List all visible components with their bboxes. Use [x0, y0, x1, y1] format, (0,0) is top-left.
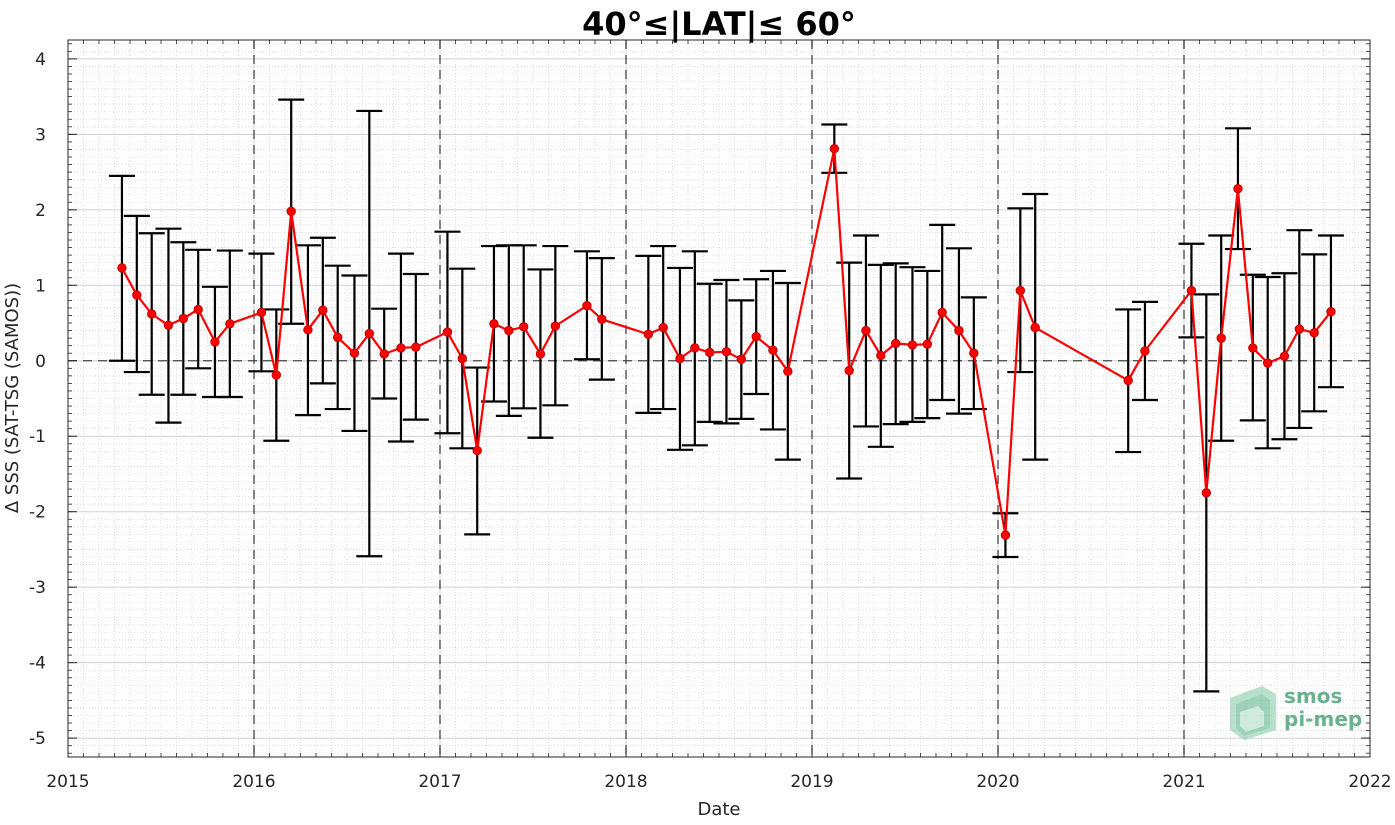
data-point: [379, 349, 389, 359]
y-tick-label: 3: [35, 125, 46, 145]
data-point: [1294, 324, 1305, 334]
data-point: [675, 353, 685, 364]
x-tick-label: 2021: [1162, 772, 1205, 792]
data-point: [969, 348, 979, 358]
data-point: [193, 304, 203, 315]
data-point: [147, 309, 157, 319]
data-point: [117, 263, 127, 273]
data-point: [907, 340, 918, 350]
series-line-group: [120, 147, 1332, 537]
y-tick-label: -3: [29, 578, 46, 598]
x-tick-label: 2022: [1348, 772, 1391, 792]
x-tick-label: 2019: [790, 772, 833, 792]
data-point: [163, 320, 174, 330]
data-point: [705, 347, 715, 358]
data-point: [582, 300, 592, 311]
data-point: [829, 143, 840, 154]
data-point: [457, 353, 468, 364]
data-point: [1233, 183, 1243, 194]
data-point: [550, 321, 561, 331]
data-point: [349, 348, 360, 358]
y-tick-label: 2: [35, 201, 46, 221]
x-tick-label: 2018: [604, 772, 647, 792]
data-point: [861, 325, 871, 336]
data-point: [396, 343, 406, 353]
x-tick-label: 2020: [976, 772, 1019, 792]
data-point: [844, 365, 854, 376]
data-point: [721, 347, 732, 357]
data-point: [1201, 488, 1212, 498]
data-point: [736, 354, 747, 364]
data-point: [225, 319, 235, 329]
data-point: [519, 322, 529, 332]
logo-emblem-icon: [1230, 686, 1276, 740]
axis-ticks: [67, 40, 1371, 757]
data-point: [1123, 375, 1133, 386]
data-point: [783, 366, 793, 377]
data-point: [1263, 358, 1273, 368]
data-point: [891, 338, 901, 349]
data-point: [271, 370, 282, 380]
data-point: [132, 290, 142, 300]
logo-line2: pi-mep: [1284, 707, 1362, 731]
data-point: [1309, 328, 1319, 338]
data-point: [658, 322, 668, 333]
data-point: [922, 339, 933, 349]
data-point: [1000, 530, 1011, 540]
chart-title: 40°≤|LAT|≤ 60°: [582, 5, 856, 44]
data-point: [1326, 307, 1336, 317]
data-point: [643, 329, 654, 340]
y-tick-label: 0: [35, 352, 46, 372]
smos-pi-mep-logo: smos pi-mep: [1230, 684, 1362, 740]
data-point: [178, 313, 189, 324]
y-tick-label: -5: [29, 729, 46, 749]
x-axis-label: Date: [697, 799, 740, 820]
data-point: [597, 314, 607, 324]
data-point: [364, 328, 375, 339]
x-tick-label: 2016: [232, 772, 275, 792]
data-point: [1015, 285, 1026, 296]
data-point: [256, 307, 267, 318]
data-point: [210, 337, 220, 347]
data-point: [1030, 322, 1040, 333]
x-tick-label: 2017: [418, 772, 461, 792]
data-point: [954, 325, 964, 336]
plot-frame: [67, 39, 1371, 758]
x-tick-labels: 2015 2016 2017 2018 2019 2020 2021 2022: [46, 772, 1391, 792]
data-point: [876, 350, 886, 361]
y-tick-labels: 4 3 2 1 0 -1 -2 -3 -4 -5: [29, 50, 46, 749]
data-point: [333, 332, 343, 343]
y-tick-label: 1: [35, 276, 46, 296]
data-point: [303, 325, 313, 335]
data-point: [690, 343, 700, 353]
data-point: [751, 331, 761, 342]
y-tick-label: -1: [29, 427, 46, 447]
data-point: [937, 307, 947, 318]
y-tick-label: 4: [35, 50, 46, 70]
data-markers: [117, 143, 1336, 540]
data-point: [489, 319, 499, 329]
data-point: [472, 445, 482, 456]
data-point: [442, 327, 453, 337]
logo-line1: smos: [1284, 684, 1342, 708]
data-point: [1279, 351, 1290, 361]
data-point: [1248, 343, 1258, 353]
data-point: [318, 305, 328, 315]
data-point: [411, 342, 421, 352]
data-point: [768, 345, 778, 355]
major-grid: [67, 40, 1371, 757]
y-tick-label: -4: [29, 654, 46, 674]
data-point: [1186, 285, 1197, 296]
data-point: [504, 325, 514, 336]
minor-grid: [68, 40, 1370, 757]
data-point: [535, 349, 546, 359]
y-axis-label: Δ SSS (SAT-TSG (SAMOS)): [2, 283, 23, 513]
data-point: [1216, 333, 1226, 343]
y-tick-label: -2: [29, 503, 46, 523]
data-point: [1140, 346, 1150, 356]
series-line: [120, 147, 1332, 537]
x-tick-label: 2015: [46, 772, 89, 792]
data-point: [286, 206, 296, 217]
